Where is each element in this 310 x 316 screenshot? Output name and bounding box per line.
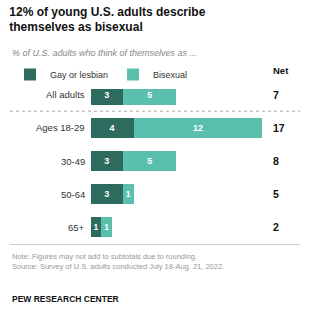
svg-text:7: 7 (273, 89, 279, 101)
svg-text:12: 12 (193, 123, 203, 133)
svg-text:3: 3 (104, 90, 109, 100)
svg-text:1: 1 (94, 222, 99, 232)
svg-text:% of U.S. adults who think of: % of U.S. adults who think of themselves… (12, 48, 197, 58)
svg-text:Bisexual: Bisexual (153, 70, 187, 80)
svg-text:Ages 18-29: Ages 18-29 (36, 122, 85, 133)
svg-text:3: 3 (104, 156, 109, 166)
svg-text:PEW RESEARCH CENTER: PEW RESEARCH CENTER (12, 294, 119, 304)
svg-text:Gay or lesbian: Gay or lesbian (50, 70, 108, 80)
svg-text:1: 1 (104, 222, 109, 232)
svg-text:5: 5 (147, 156, 152, 166)
svg-text:17: 17 (273, 122, 285, 134)
svg-text:1: 1 (126, 189, 131, 199)
svg-text:2: 2 (273, 221, 279, 233)
svg-text:3: 3 (104, 189, 109, 199)
svg-text:Note: Figures may not add to s: Note: Figures may not add to subtotals d… (12, 252, 224, 271)
svg-text:65+: 65+ (68, 222, 85, 233)
svg-text:12% of young U.S. adults descr: 12% of young U.S. adults describethemsel… (9, 5, 205, 35)
svg-text:All adults: All adults (46, 89, 85, 100)
svg-text:4: 4 (110, 123, 115, 133)
svg-text:5: 5 (147, 90, 152, 100)
svg-text:30-49: 30-49 (61, 156, 85, 167)
svg-text:Net: Net (273, 65, 289, 76)
svg-text:5: 5 (273, 188, 279, 200)
svg-text:50-64: 50-64 (61, 189, 85, 200)
svg-text:8: 8 (273, 155, 279, 167)
